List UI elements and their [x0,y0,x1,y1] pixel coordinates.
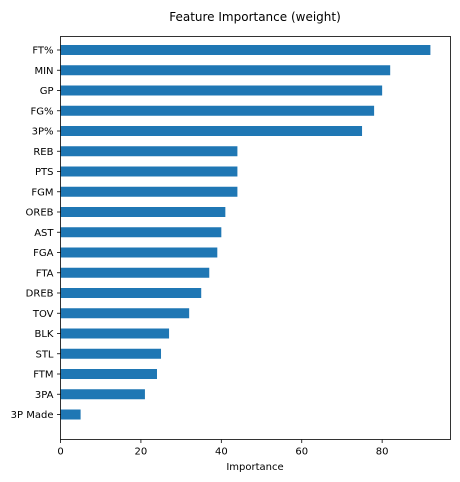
y-tick-label: AST [34,228,54,239]
bar-3pa [60,389,145,400]
bar-tov [60,308,190,319]
bar-ft-pct [60,45,431,55]
bar-fg-pct [60,105,375,116]
bar-ftm [60,369,157,379]
bar-dreb [60,288,202,298]
bar-min [60,65,391,76]
y-tick-label: 3P% [32,127,54,138]
x-axis-ticks: 0 20 40 60 80 [57,439,389,458]
x-tick-label: 0 [57,447,63,458]
plot-frame [60,36,451,440]
bar-fga [60,247,218,258]
chart-title: Feature Importance (weight) [169,10,341,24]
y-tick-label: 3PA [35,390,54,401]
bars-group [60,45,431,420]
y-tick-label: FTA [36,268,54,279]
y-tick-label: GP [40,86,54,97]
y-tick-label: PTS [35,167,54,178]
bar-3p-made [60,409,81,420]
x-tick-label: 40 [215,447,228,458]
x-axis-label: Importance [226,462,283,473]
y-tick-label: FGM [31,187,53,198]
bar-reb [60,146,238,157]
y-tick-label: FT% [32,46,53,57]
y-tick-label: OREB [26,208,54,219]
bar-fta [60,267,210,278]
y-tick-label: FGA [33,248,54,259]
x-tick-label: 80 [376,447,389,458]
y-tick-label: STL [35,349,53,360]
y-tick-label: 3P Made [11,410,54,421]
y-tick-label: TOV [32,309,54,320]
bar-3p-pct [60,126,363,136]
bar-ast [60,227,222,238]
y-tick-label: DREB [26,289,54,300]
bar-oreb [60,207,226,217]
bar-gp [60,85,383,96]
y-tick-label: REB [33,147,53,158]
y-tick-label: FTM [33,370,53,381]
bar-pts [60,166,238,177]
y-tick-label: MIN [34,66,53,77]
x-tick-label: 60 [295,447,308,458]
x-tick-label: 20 [135,447,148,458]
bar-fgm [60,186,238,197]
y-tick-label: FG% [30,106,53,117]
y-tick-label: BLK [35,329,54,340]
y-axis-ticks: FT% MIN GP FG% 3P% REB PTS FGM OREB AST FGA FTA DREB… [11,46,61,421]
bar-stl [60,348,162,359]
bar-blk [60,328,170,339]
